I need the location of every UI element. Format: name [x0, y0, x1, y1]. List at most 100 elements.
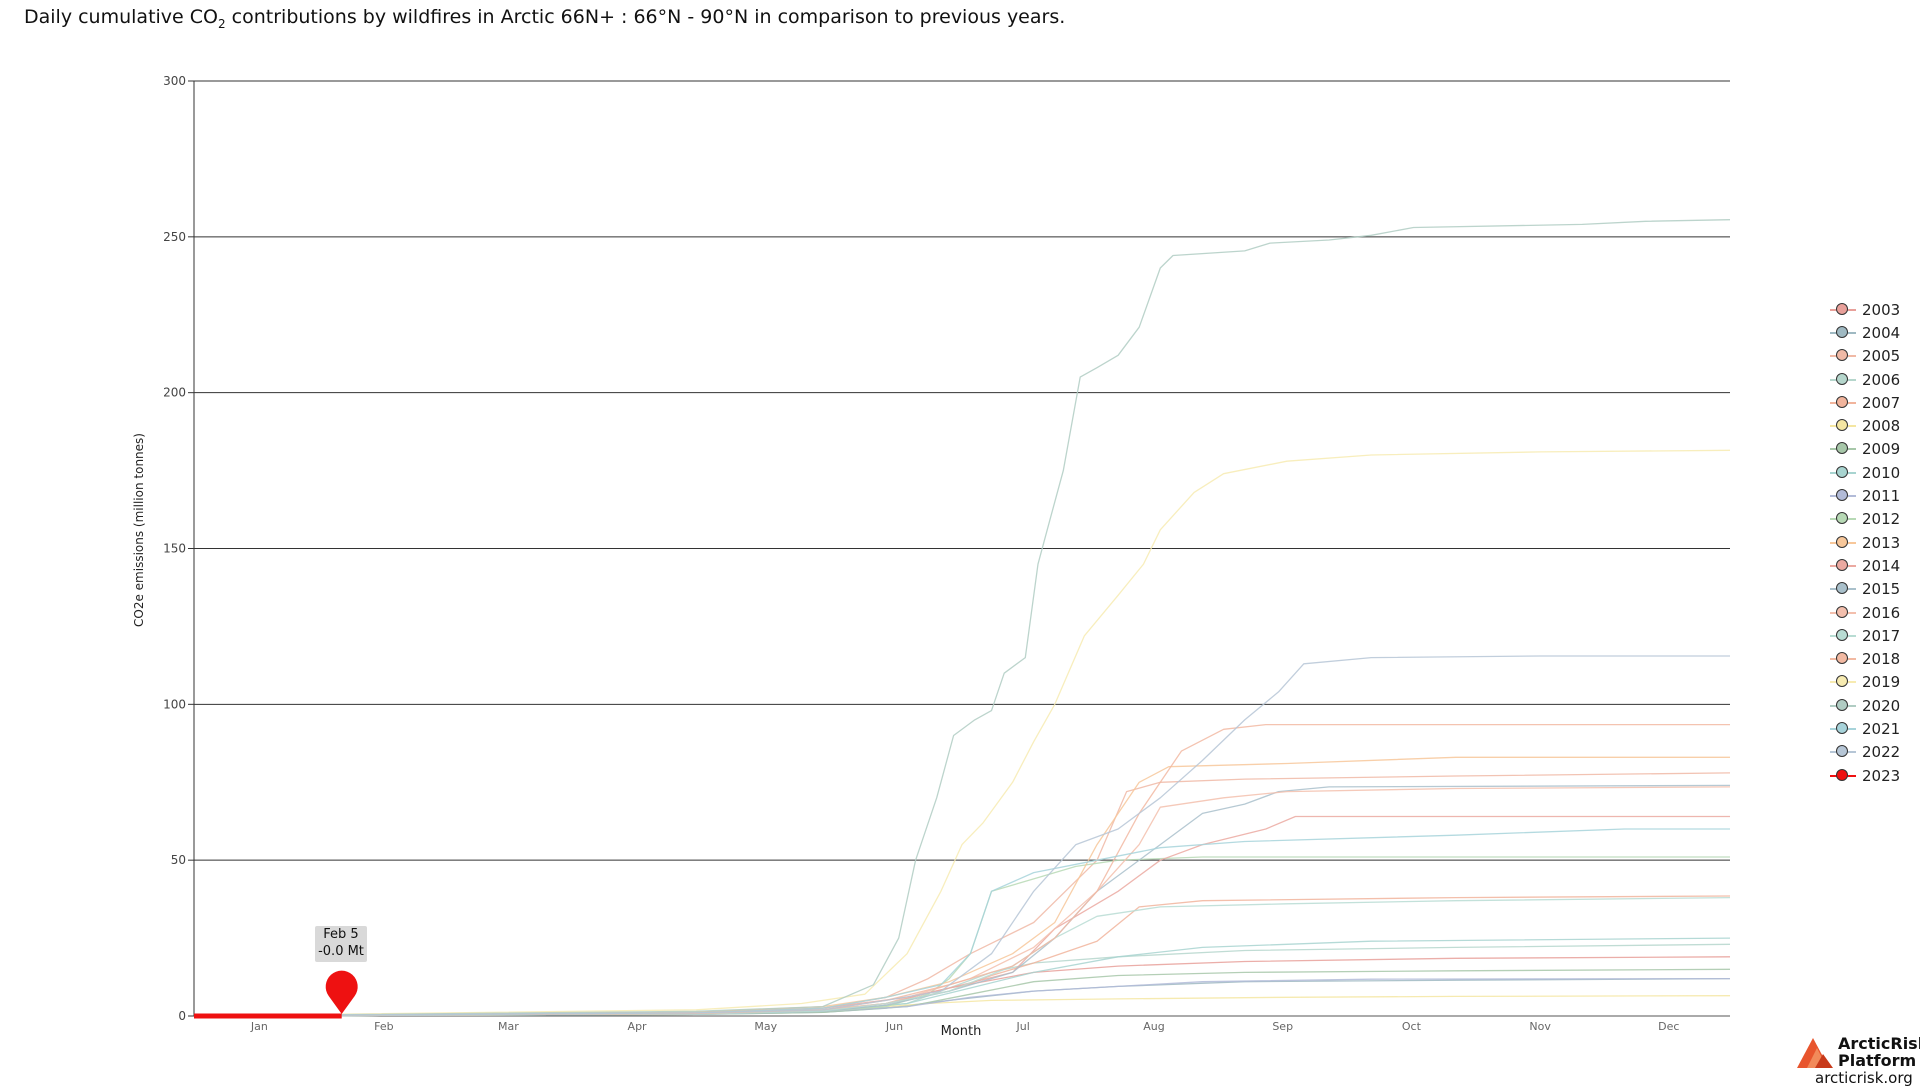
legend-label: 2016 [1862, 603, 1901, 622]
series-line-2022 [193, 655, 1730, 1017]
x-tick-label: Mar [498, 1020, 519, 1033]
x-tick-label: Apr [628, 1020, 648, 1033]
y-tick-label: 100 [163, 697, 186, 711]
legend-swatch-icon [1830, 605, 1856, 620]
legend-label: 2015 [1862, 580, 1901, 599]
legend-label: 2004 [1862, 323, 1901, 342]
current-date-marker [325, 970, 358, 1014]
legend-item-2004[interactable]: 2004 [1830, 321, 1900, 344]
x-tick-label: Dec [1658, 1020, 1679, 1033]
series-line-2013 [193, 756, 1730, 1017]
x-tick-label: Nov [1529, 1020, 1551, 1033]
legend-item-2016[interactable]: 2016 [1830, 601, 1900, 624]
legend-label: 2009 [1862, 440, 1901, 459]
legend-item-2014[interactable]: 2014 [1830, 554, 1900, 577]
legend-swatch-icon [1830, 745, 1856, 759]
series-line-2018 [193, 723, 1730, 1017]
x-axis: Jan Feb Mar Apr May Jun Jul Aug Sep Oct Nov Dec [250, 1020, 1680, 1033]
x-tick-label: May [754, 1020, 777, 1033]
legend-label: 2023 [1862, 766, 1901, 785]
y-tick-label: 250 [163, 230, 186, 244]
legend-label: 2013 [1862, 533, 1901, 552]
legend-item-2013[interactable]: 2013 [1830, 531, 1900, 554]
legend-item-2010[interactable]: 2010 [1830, 461, 1900, 484]
legend-swatch-icon [1830, 302, 1856, 317]
x-tick-label: Feb [374, 1020, 393, 1033]
legend-item-2022[interactable]: 2022 [1830, 741, 1900, 764]
legend-swatch-icon [1830, 675, 1856, 689]
y-tick-label: 200 [163, 386, 186, 400]
y-tick-label: 0 [178, 1009, 186, 1023]
legend-label: 2007 [1862, 393, 1901, 412]
legend-swatch-icon [1830, 372, 1856, 387]
legend-item-2019[interactable]: 2019 [1830, 671, 1900, 694]
logo-mark-icon [1797, 1038, 1833, 1068]
chart-title: Daily cumulative CO2 contributions by wi… [24, 6, 1066, 31]
chart-legend: 2003 2004 2005 2006 2007 2008 2009 2010 2011 2012… [1830, 298, 1900, 787]
legend-item-2017[interactable]: 2017 [1830, 624, 1900, 647]
legend-item-2009[interactable]: 2009 [1830, 438, 1900, 461]
legend-swatch-icon [1830, 582, 1856, 596]
logo-name: ArcticRisk Platform [1838, 1034, 1920, 1070]
legend-label: 2017 [1862, 626, 1901, 645]
legend-swatch-icon [1830, 628, 1856, 643]
legend-swatch-icon [1830, 768, 1856, 783]
legend-item-2015[interactable]: 2015 [1830, 578, 1900, 601]
legend-label: 2005 [1862, 347, 1901, 366]
legend-label: 2022 [1862, 743, 1901, 762]
legend-label: 2019 [1862, 673, 1901, 692]
series-lines [193, 219, 1731, 1019]
location-pin-icon [325, 970, 358, 1014]
legend-swatch-icon [1830, 535, 1856, 550]
x-tick-label: Jan [250, 1020, 268, 1033]
series-line-2012 [193, 856, 1730, 1017]
series-line-2010 [193, 937, 1731, 1017]
legend-label: 2021 [1862, 719, 1901, 738]
legend-label: 2011 [1862, 487, 1901, 506]
legend-swatch-icon [1830, 558, 1856, 573]
y-axis-label: CO2e emissions (million tonnes) [132, 433, 146, 627]
legend-label: 2006 [1862, 370, 1901, 389]
legend-item-2005[interactable]: 2005 [1830, 345, 1900, 368]
legend-swatch-icon [1830, 721, 1856, 736]
x-tick-label: Aug [1143, 1020, 1164, 1033]
legend-label: 2003 [1862, 300, 1901, 319]
tooltip-value: -0.0 Mt [318, 944, 364, 959]
y-tick-label: 50 [171, 853, 186, 867]
legend-item-2020[interactable]: 2020 [1830, 694, 1900, 717]
legend-swatch-icon [1830, 465, 1856, 480]
legend-label: 2018 [1862, 650, 1901, 669]
legend-label: 2008 [1862, 417, 1901, 436]
legend-label: 2020 [1862, 696, 1901, 715]
legend-item-2023[interactable]: 2023 [1830, 764, 1900, 787]
legend-item-2006[interactable]: 2006 [1830, 368, 1900, 391]
series-line-2019 [193, 449, 1731, 1017]
x-tick-label: Sep [1272, 1020, 1293, 1033]
legend-item-2003[interactable]: 2003 [1830, 298, 1900, 321]
legend-swatch-icon [1830, 512, 1856, 526]
y-tick-label: 150 [163, 542, 186, 556]
x-tick-label: Oct [1402, 1020, 1422, 1033]
tooltip-date: Feb 5 [323, 927, 359, 942]
legend-label: 2012 [1862, 510, 1901, 529]
legend-item-2018[interactable]: 2018 [1830, 647, 1900, 670]
date-tooltip: Feb 5 -0.0 Mt [315, 926, 367, 962]
series-line-2021 [193, 828, 1730, 1017]
y-tick-label: 300 [163, 74, 186, 88]
x-tick-label: Jun [885, 1020, 903, 1033]
legend-item-2007[interactable]: 2007 [1830, 391, 1900, 414]
legend-swatch-icon [1830, 395, 1856, 410]
legend-swatch-icon [1830, 652, 1856, 666]
legend-label: 2014 [1862, 556, 1901, 575]
x-axis-label: Month [941, 1024, 982, 1039]
legend-item-2008[interactable]: 2008 [1830, 414, 1900, 437]
legend-swatch-icon [1830, 442, 1856, 456]
legend-item-2011[interactable]: 2011 [1830, 484, 1900, 507]
legend-swatch-icon [1830, 325, 1856, 340]
legend-item-2021[interactable]: 2021 [1830, 717, 1900, 740]
series-line-2020 [193, 219, 1731, 1017]
logo-url[interactable]: arcticrisk.org [1815, 1069, 1913, 1087]
legend-swatch-icon [1830, 349, 1856, 363]
legend-item-2012[interactable]: 2012 [1830, 508, 1900, 531]
